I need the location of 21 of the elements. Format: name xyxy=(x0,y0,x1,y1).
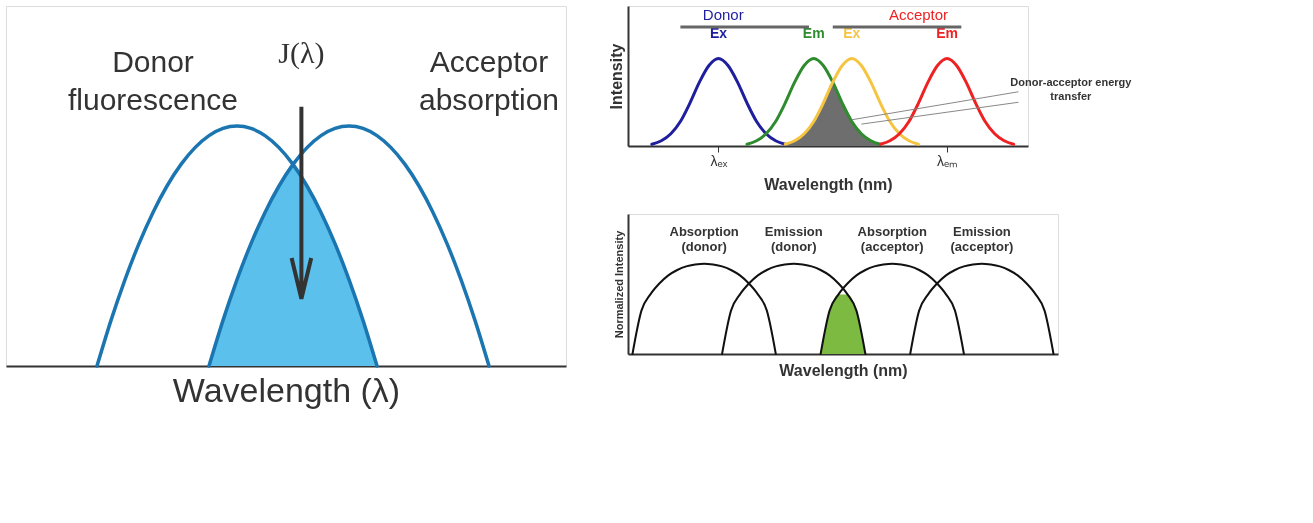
series-label: Em xyxy=(802,25,825,41)
series-label: Emission (acceptor) xyxy=(950,224,1014,255)
series-label: Absorption (donor) xyxy=(669,224,739,255)
text: Acceptor xyxy=(888,5,949,23)
x-axis-title: Wavelength (nm) xyxy=(764,175,893,193)
series-label: Ex xyxy=(709,25,728,41)
series-label: Absorption (acceptor) xyxy=(857,224,927,255)
annotation: Donor-acceptor energy transfer xyxy=(1010,76,1133,102)
x-axis-title: Wavelength (nm) xyxy=(779,361,908,379)
series-label: Emission (donor) xyxy=(764,224,823,255)
series-label: Acceptor absorption xyxy=(418,45,560,116)
series-label: Em xyxy=(936,25,958,41)
series-label: Ex xyxy=(843,25,861,41)
text: J(λ) xyxy=(278,36,325,70)
text: Donor xyxy=(702,5,744,23)
x-tick-label: λₑₓ xyxy=(710,152,728,169)
y-axis-title: Intensity xyxy=(607,43,625,110)
series-label: Donor fluorescence xyxy=(67,45,239,116)
y-axis-title: Normalized Intensity xyxy=(612,229,625,339)
x-tick-label: λₑₘ xyxy=(936,152,959,169)
x-axis-title: Wavelength (λ) xyxy=(172,370,401,409)
